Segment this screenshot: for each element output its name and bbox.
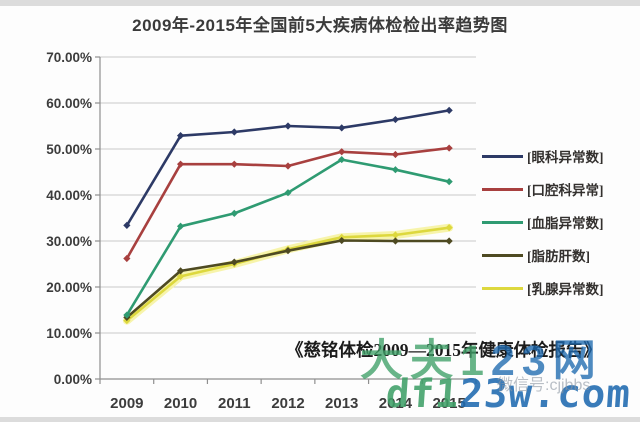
series-3 <box>123 155 453 319</box>
legend-label: [口腔科异常] <box>527 183 604 198</box>
legend-label: [眼科异常数] <box>527 150 604 165</box>
legend-item-1: [眼科异常数] <box>482 146 604 166</box>
y-axis-labels: 0.00% 10.00% 20.00% 30.00% 40.00% 50.00% 60.00… <box>46 50 92 387</box>
data-point-marker <box>391 115 400 124</box>
data-point-marker <box>176 267 185 275</box>
data-point-marker <box>123 254 131 263</box>
x-axis-labels: 2009 2010 2011 2012 2013 2014 2015 <box>110 395 466 412</box>
data-point-marker <box>391 231 400 239</box>
data-point-marker <box>176 222 185 230</box>
data-point-marker <box>176 272 185 281</box>
legend-swatch <box>482 253 523 257</box>
legend-item-5: [乳腺异常数] <box>482 278 604 298</box>
bottom-border-strip <box>0 417 640 422</box>
legend-swatch <box>482 154 523 158</box>
data-point-marker <box>391 150 400 159</box>
chart-legend: [眼科异常数] [口腔科异常] [血脂异常数] [脂肪肝数] [乳腺异常数] <box>482 146 604 298</box>
data-point-marker <box>284 122 292 130</box>
legend-item-3: [血脂异常数] <box>482 212 604 232</box>
legend-swatch <box>482 187 523 191</box>
y-tick-label: 30.00% <box>46 234 92 249</box>
series-1 <box>123 106 453 229</box>
data-point-marker <box>284 189 292 197</box>
data-point-marker <box>230 258 238 266</box>
data-point-marker <box>284 247 292 255</box>
x-tick-label: 2009 <box>110 395 143 412</box>
top-border-strip <box>0 0 640 6</box>
x-tick-label: 2012 <box>271 395 304 412</box>
data-point-marker <box>338 236 346 245</box>
data-point-marker <box>445 144 453 152</box>
y-tick-label: 70.00% <box>46 50 92 65</box>
legend-item-2: [口腔科异常] <box>482 179 604 199</box>
data-point-marker <box>230 128 238 136</box>
data-point-marker <box>445 178 453 186</box>
data-point-marker <box>338 124 346 132</box>
data-point-marker <box>445 106 453 114</box>
x-tick-label: 2010 <box>164 395 197 412</box>
chart-title: 2009年-2015年全国前5大疾病体检检出率趋势图 <box>132 16 508 35</box>
y-tick-label: 0.00% <box>54 372 92 387</box>
data-point-marker <box>338 155 346 164</box>
x-tick-label: 2013 <box>325 395 358 412</box>
data-point-marker <box>230 209 238 217</box>
y-tick-label: 40.00% <box>46 188 92 203</box>
data-point-marker <box>445 224 453 232</box>
legend-label: [乳腺异常数] <box>527 282 604 297</box>
data-point-marker <box>338 148 346 156</box>
x-tick-label: 2015 <box>432 395 465 412</box>
legend-swatch <box>482 220 523 224</box>
source-citation: 《慈铭体检2009—2015年健康体检报告》 <box>286 340 601 360</box>
data-point-marker <box>445 237 453 245</box>
data-point-marker <box>123 221 131 229</box>
data-point-marker <box>123 311 131 319</box>
legend-item-4: [脂肪肝数] <box>482 245 604 265</box>
series-4 <box>123 236 453 321</box>
legend-label: [脂肪肝数] <box>527 249 590 264</box>
data-point-marker <box>230 160 238 168</box>
y-tick-label: 10.00% <box>46 326 92 341</box>
data-point-marker <box>176 160 185 168</box>
y-tick-label: 60.00% <box>46 96 92 111</box>
x-tick-label: 2014 <box>379 395 413 412</box>
y-tick-label: 20.00% <box>46 280 92 295</box>
x-tick-label: 2011 <box>218 395 251 412</box>
data-point-marker <box>391 166 400 174</box>
data-point-marker <box>284 162 292 170</box>
axes <box>95 56 477 384</box>
series-2 <box>123 144 453 263</box>
legend-swatch <box>482 286 523 290</box>
data-point-marker <box>391 237 400 245</box>
legend-label: [血脂异常数] <box>527 216 604 231</box>
data-point-marker <box>176 132 185 140</box>
y-tick-label: 50.00% <box>46 142 92 157</box>
